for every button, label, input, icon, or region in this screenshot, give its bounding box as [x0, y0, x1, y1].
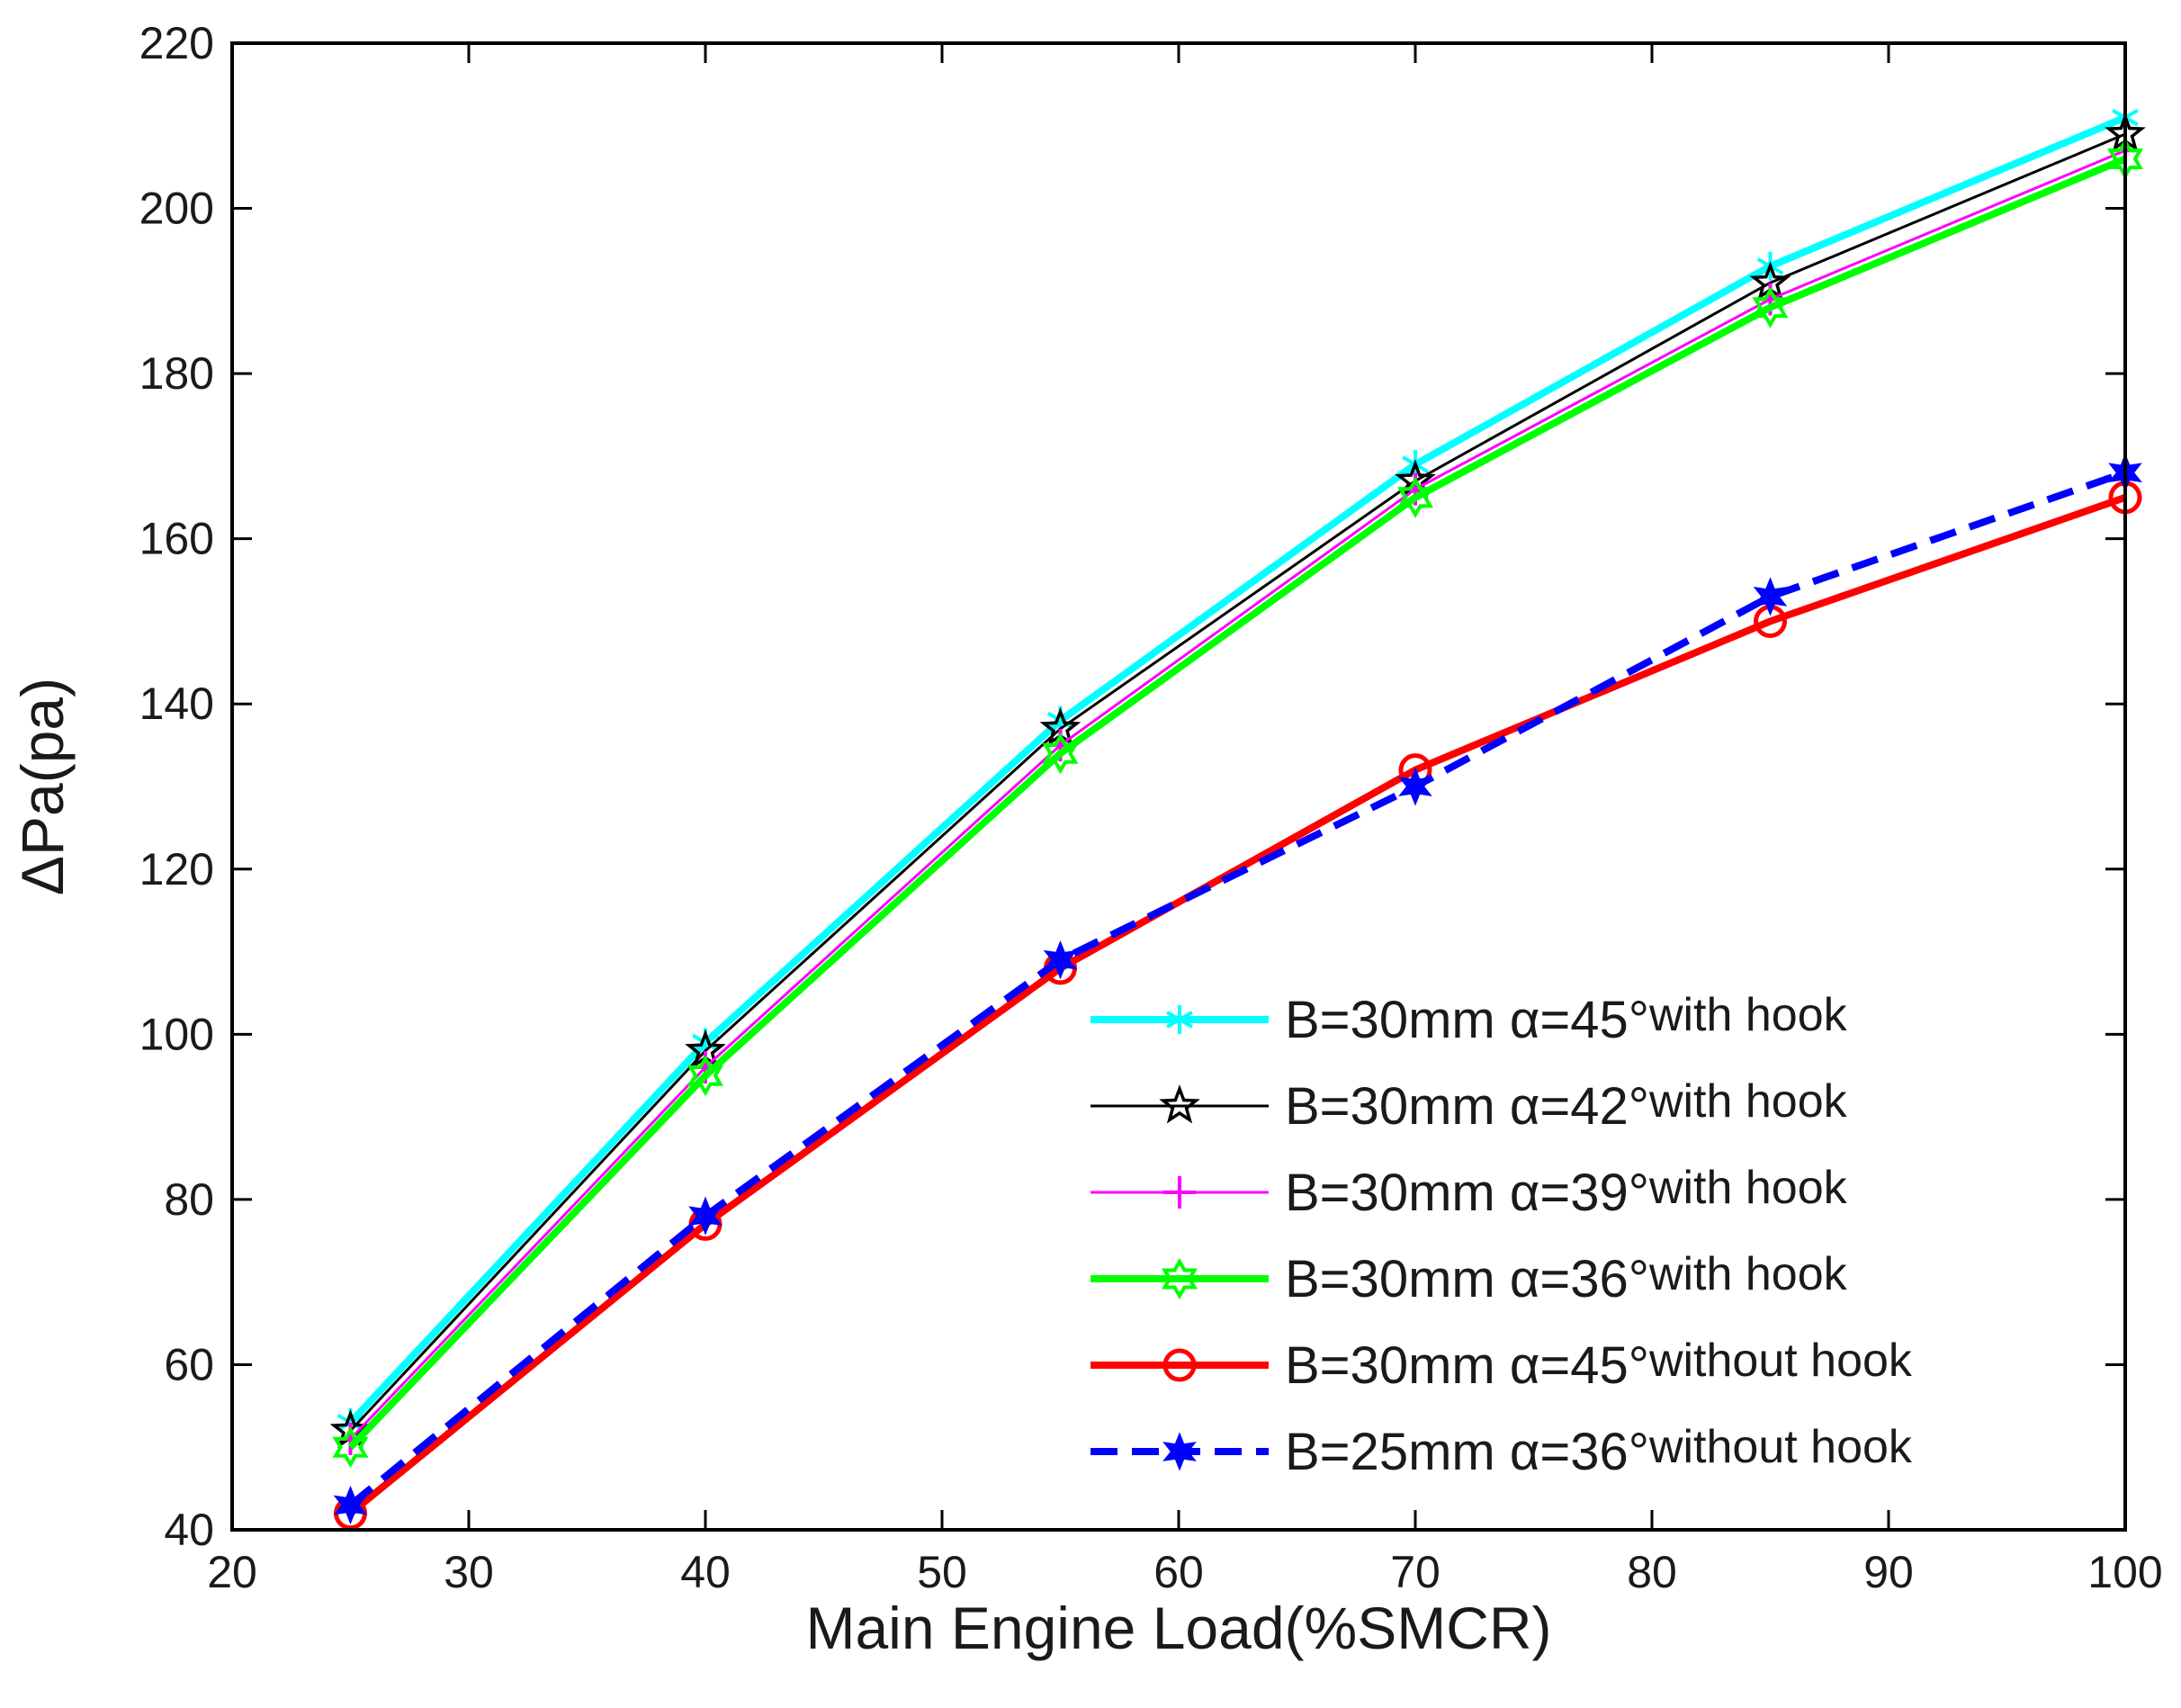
y-tick-label: 220 — [139, 18, 214, 68]
legend-entry: B=30mm α=45°without hook — [1090, 1335, 1913, 1395]
legend-label-suffix: without hook — [1648, 1335, 1913, 1387]
x-tick-label: 60 — [1153, 1547, 1204, 1597]
y-tick-label: 180 — [139, 348, 214, 399]
legend-label-main: B=30mm α=45° — [1285, 991, 1649, 1049]
data-point — [1043, 940, 1078, 980]
legend-entry: B=30mm α=39°with hook — [1090, 1162, 1848, 1222]
legend-entry: B=30mm α=36°with hook — [1090, 1248, 1848, 1308]
y-tick-label: 100 — [139, 1009, 214, 1059]
data-point — [687, 1055, 723, 1097]
legend-label-suffix: with hook — [1648, 1162, 1848, 1214]
legend-entry: B=30mm α=45°with hook — [1090, 989, 1848, 1049]
legend-label-main: B=25mm α=36° — [1285, 1423, 1649, 1481]
legend-marker — [1162, 1432, 1197, 1471]
legend-label-main: B=30mm α=36° — [1285, 1250, 1649, 1308]
x-tick-label: 30 — [444, 1547, 494, 1597]
data-point — [1752, 286, 1789, 328]
ticks-layer: 20 30 40 50 60 70 80 90 100 40 60 80 100 120 140 160 180… — [139, 18, 2163, 1597]
legend-label: B=30mm α=45°with hook — [1285, 989, 1848, 1049]
legend-marker — [1166, 1005, 1193, 1034]
x-tick-label: 90 — [1863, 1547, 1914, 1597]
legend-marker — [1162, 1348, 1197, 1382]
series-line — [347, 469, 2127, 1508]
legend-marker — [1159, 1084, 1200, 1124]
legend-label-suffix: with hook — [1648, 1075, 1848, 1128]
data-point — [1397, 476, 1433, 518]
legend-label: B=30mm α=45°without hook — [1285, 1335, 1913, 1395]
legend-label: B=25mm α=36°without hook — [1285, 1421, 1913, 1481]
series-line — [349, 148, 2126, 1441]
legend-label-main: B=30mm α=45° — [1285, 1336, 1649, 1395]
series-6 — [333, 453, 2142, 1525]
y-tick-label: 40 — [164, 1505, 214, 1555]
series-layer — [329, 103, 2146, 1531]
legend-label-main: B=30mm α=39° — [1285, 1164, 1649, 1222]
legend-marker — [1163, 1176, 1196, 1209]
data-point — [1398, 767, 1432, 806]
y-tick-label: 80 — [164, 1174, 214, 1225]
y-tick-label: 140 — [139, 679, 214, 729]
data-point — [688, 1196, 723, 1236]
legend-label-suffix: with hook — [1648, 1248, 1848, 1300]
data-point — [1753, 577, 1788, 616]
x-tick-label: 100 — [2087, 1547, 2162, 1597]
x-tick-label: 80 — [1627, 1547, 1677, 1597]
legend-label-suffix: with hook — [1648, 989, 1848, 1041]
y-axis-label: ΔPa(pa) — [9, 678, 76, 895]
data-point — [333, 1485, 368, 1525]
x-tick-label: 70 — [1390, 1547, 1441, 1597]
x-tick-label: 50 — [917, 1547, 967, 1597]
legend-label-main: B=30mm α=42° — [1285, 1077, 1649, 1136]
x-tick-label: 20 — [207, 1547, 257, 1597]
series-line — [347, 494, 2127, 1516]
data-point — [332, 1426, 369, 1469]
y-tick-label: 120 — [139, 844, 214, 894]
legend-label: B=30mm α=42°with hook — [1285, 1075, 1848, 1136]
legend-marker — [1162, 1258, 1198, 1299]
series-line — [347, 155, 2127, 1450]
x-tick-label: 40 — [680, 1547, 731, 1597]
legend-label: B=30mm α=39°with hook — [1285, 1162, 1848, 1222]
data-point — [1042, 733, 1079, 775]
y-tick-label: 60 — [164, 1339, 214, 1389]
series-4 — [332, 138, 2143, 1469]
y-tick-label: 160 — [139, 514, 214, 564]
y-tick-label: 200 — [139, 184, 214, 234]
legend-entry: B=25mm α=36°without hook — [1090, 1421, 1913, 1481]
legend-label: B=30mm α=36°with hook — [1285, 1248, 1848, 1308]
legend-entry: B=30mm α=42°with hook — [1090, 1075, 1848, 1136]
legend-label-suffix: without hook — [1648, 1421, 1913, 1473]
series-line — [347, 113, 2127, 1425]
series-line — [349, 132, 2126, 1432]
x-axis-label: Main Engine Load(%SMCR) — [805, 1595, 1551, 1661]
